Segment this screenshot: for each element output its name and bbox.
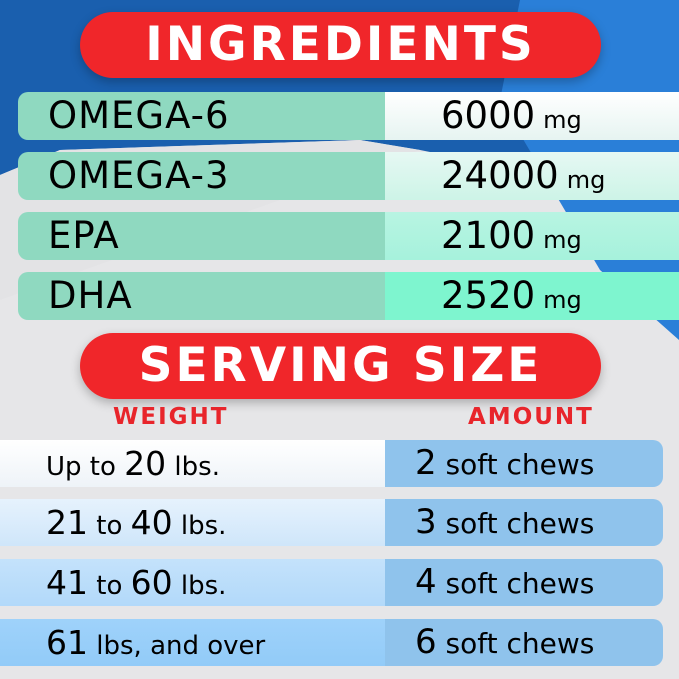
chew-count: 4	[415, 562, 437, 602]
amount-text: soft chews	[436, 627, 595, 660]
ingredient-name: EPA	[18, 212, 385, 260]
serving-row: Up to 20 lbs. 2 soft chews	[0, 440, 663, 487]
ingredient-name: OMEGA-6	[18, 92, 385, 140]
amount-text: soft chews	[436, 507, 595, 540]
ingredient-value: 6000	[441, 94, 536, 137]
ingredient-value: 2520	[441, 274, 536, 317]
amount-header: AMOUNT	[468, 404, 594, 430]
ingredient-name: DHA	[18, 272, 385, 320]
ingredient-row: EPA 2100 mg	[18, 212, 679, 260]
ingredient-name: OMEGA-3	[18, 152, 385, 200]
chew-count: 3	[415, 502, 437, 542]
weight-text: to	[88, 571, 131, 601]
weight-number: 60	[130, 563, 173, 602]
serving-row: 21 to 40 lbs. 3 soft chews	[0, 499, 663, 546]
weight-cell: 41 to 60 lbs.	[0, 559, 385, 606]
amount-cell: 3 soft chews	[385, 499, 663, 546]
weight-text: Up to	[46, 452, 125, 482]
ingredient-unit: mg	[543, 286, 582, 314]
ingredient-row: OMEGA-6 6000 mg	[18, 92, 679, 140]
ingredient-row: OMEGA-3 24000 mg	[18, 152, 679, 200]
ingredient-row: DHA 2520 mg	[18, 272, 679, 320]
amount-cell: 4 soft chews	[385, 559, 663, 606]
chew-count: 6	[415, 622, 437, 662]
weight-number: 41	[46, 563, 88, 602]
serving-size-title: SERVING SIZE	[80, 333, 601, 399]
amount-text: soft chews	[436, 567, 595, 600]
weight-number: 20	[124, 444, 167, 483]
weight-text: lbs.	[166, 452, 220, 482]
weight-header: WEIGHT	[113, 404, 229, 430]
serving-row: 61 lbs, and over 6 soft chews	[0, 619, 663, 666]
chew-count: 2	[415, 443, 437, 483]
ingredient-unit: mg	[543, 106, 582, 134]
serving-row: 41 to 60 lbs. 4 soft chews	[0, 559, 663, 606]
weight-number: 40	[130, 503, 173, 542]
amount-cell: 6 soft chews	[385, 619, 663, 666]
ingredient-value: 24000	[441, 154, 559, 197]
weight-text: to	[88, 511, 131, 541]
ingredient-unit: mg	[543, 226, 582, 254]
weight-text: lbs.	[172, 511, 227, 541]
weight-cell: 61 lbs, and over	[0, 619, 385, 666]
amount-cell: 2 soft chews	[385, 440, 663, 487]
ingredients-title: INGREDIENTS	[80, 12, 601, 78]
weight-text: lbs.	[172, 571, 227, 601]
weight-cell: 21 to 40 lbs.	[0, 499, 385, 546]
ingredient-unit: mg	[566, 166, 606, 194]
weight-number: 21	[46, 503, 88, 542]
amount-text: soft chews	[436, 448, 595, 481]
weight-text: lbs, and over	[88, 631, 266, 661]
weight-cell: Up to 20 lbs.	[0, 440, 385, 487]
ingredient-value: 2100	[441, 214, 536, 257]
weight-number: 61	[46, 623, 88, 662]
